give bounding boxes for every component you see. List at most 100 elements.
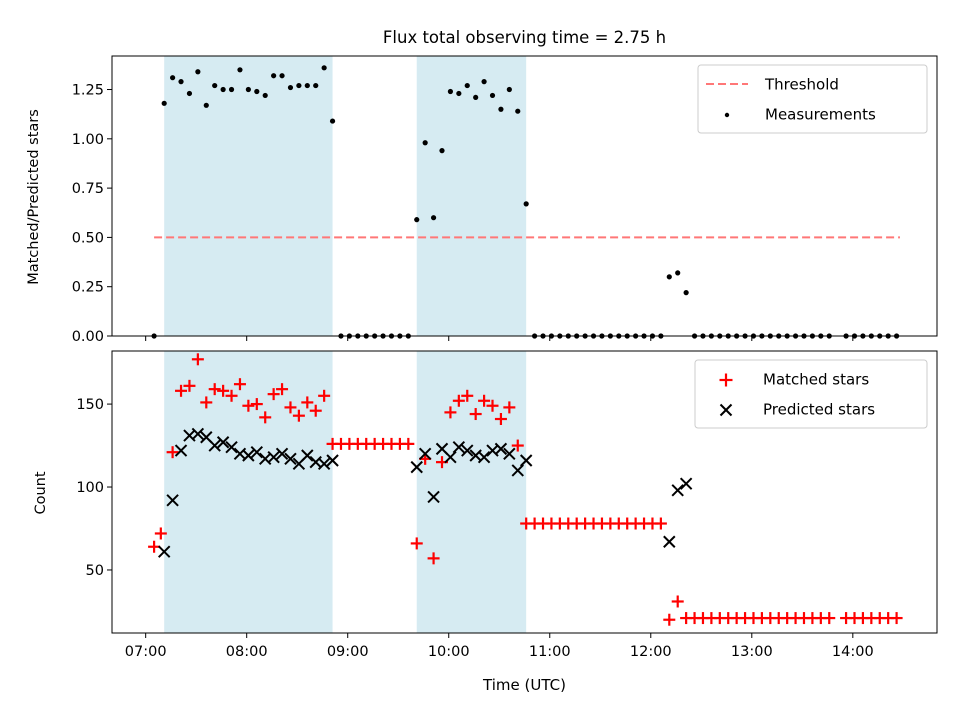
legend-measurements-swatch [724,112,730,118]
predicted-star-point [191,427,205,441]
predicted-star-point [427,490,440,504]
matched-star-point [242,399,255,412]
top-y-tick-label: 1.00 [72,132,104,148]
matched-star-point [503,401,516,414]
x-axis-label: Time (UTC) [482,676,566,694]
matched-star-point [461,389,474,402]
predicted-star-b [663,535,676,548]
measurement-point [296,82,302,89]
top-y-tick-label: 0.25 [72,280,104,296]
measurement-point [304,82,310,89]
predicted-star-point [494,442,508,456]
predicted-star-b [671,484,684,497]
x-tick-label: 14:00 [832,644,874,660]
observing-window-2 [416,56,527,336]
measurement-point [161,100,167,106]
measurement-point [439,148,445,154]
top-y-tick-label: 1.25 [72,83,104,99]
measurement-point [506,86,512,93]
measurement-point [195,69,201,75]
bot-axes-frame [111,350,938,634]
predicted-star-b [452,441,466,454]
x-tick-label: 09:00 [327,644,369,660]
observing-window-1 [164,351,333,633]
matched-star-point [402,437,415,450]
top-legend: Threshold Measurements [697,64,928,134]
matched-star-point [166,446,179,459]
predicted-star-b [216,436,230,449]
matched-star-point [217,384,230,397]
x-tick-label: 11:00 [529,644,571,660]
matched-star-point [200,396,213,409]
predicted-star-point [444,450,457,464]
predicted-star-point [326,454,339,467]
predicted-star-point [671,484,684,497]
predicted-star-point [511,464,524,477]
predicted-star-b [486,444,499,457]
measurement-point [271,73,277,79]
legend-predicted-label: Predicted stars [763,401,875,419]
predicted-star-point [663,535,676,548]
matched-star-point [284,401,297,414]
bot-y-tick-label: 150 [76,397,104,413]
matched-star-point [292,409,305,422]
measurement-point [186,90,193,97]
measurement-point [430,215,437,221]
x-tick-label: 10:00 [428,644,470,660]
matched-star-point [654,517,667,530]
predicted-star-point [519,454,533,467]
predicted-star-b [174,444,188,457]
legend-predicted-swatch [719,403,733,417]
matched-star-point [225,389,238,402]
top-axes-frame [111,55,938,337]
predicted-star-b [191,427,205,441]
predicted-star-point [301,449,314,462]
matched-star-point [309,404,322,417]
predicted-star-b [326,454,339,467]
predicted-star-b [267,450,280,464]
predicted-star-b [166,494,179,507]
predicted-star-point [477,450,491,464]
predicted-star-point [503,447,516,461]
predicted-star-b [427,490,440,504]
measurement-point [456,90,462,97]
measurement-point [262,92,268,99]
x-tick-label: 13:00 [731,644,773,660]
measurement-point [212,82,218,89]
predicted-star-point [679,477,693,490]
matched-star-point [410,537,423,550]
top-y-tick-label: 0.75 [72,181,104,197]
bot-y-tick-label: 50 [86,563,104,579]
matched-star-point [259,411,272,424]
matched-star-point [276,383,289,396]
measurement-point [422,140,428,146]
measurement-point [523,201,529,207]
predicted-star-b [511,464,524,477]
measurement-point [675,270,681,276]
predicted-star-b [444,450,457,464]
predicted-star-point [284,452,297,466]
predicted-star-b [317,457,331,471]
x-tick-label: 07:00 [125,644,167,660]
measurement-point [254,88,260,95]
matched-star-point [318,389,331,402]
measurement-point [313,82,319,89]
matched-star-point [301,396,314,409]
top-y-tick-label: 0.50 [72,230,104,246]
matched-star-point [154,527,167,540]
predicted-star-b [494,442,508,456]
measurement-point [447,88,454,95]
matched-star-point [486,399,499,412]
observing-window-1 [164,56,333,336]
predicted-star-b [208,439,221,452]
predicted-star-b [461,444,474,457]
matched-star-point [663,613,676,626]
matched-star-point [191,353,204,366]
predicted-star-b [242,449,255,462]
predicted-star-b [503,447,516,461]
predicted-star-b [200,431,213,444]
matched-star-point [250,398,263,411]
bottom-legend: Matched stars Predicted stars [694,359,928,429]
predicted-star-point [242,449,255,462]
legend-matched-label: Matched stars [763,371,869,389]
